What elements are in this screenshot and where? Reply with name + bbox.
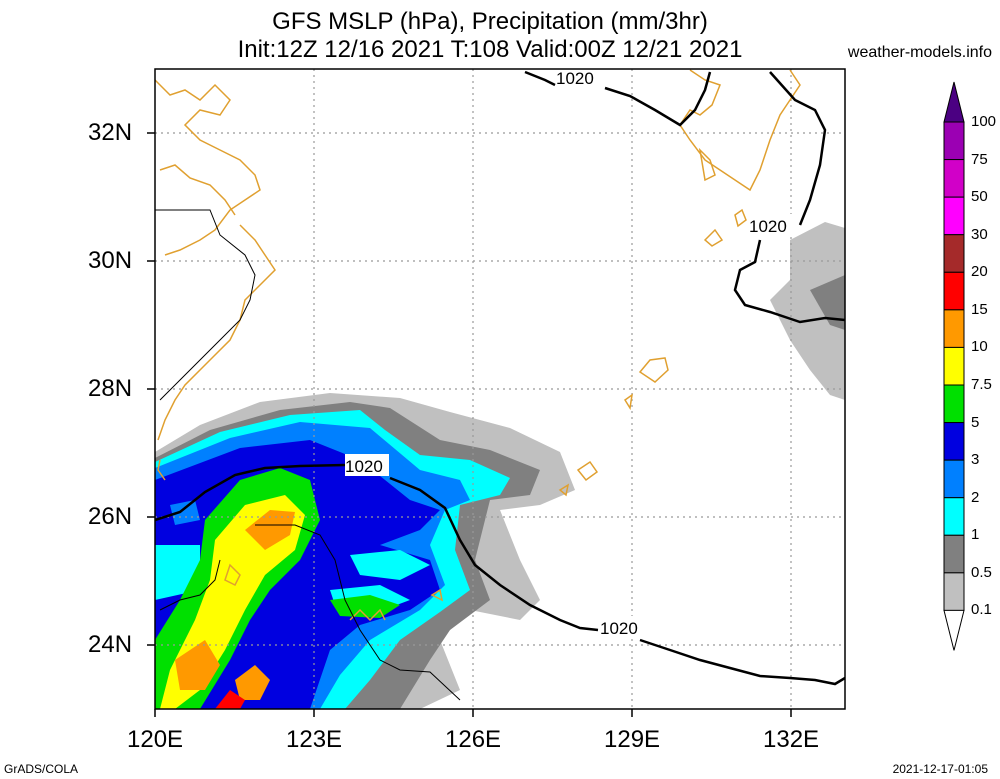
precip-10	[235, 665, 270, 700]
isobar-1020	[524, 70, 556, 87]
legend-swatch	[943, 81, 965, 123]
precip-0p1	[770, 222, 845, 400]
isobar-1020	[389, 476, 599, 632]
isobar-1020	[769, 71, 827, 226]
legend-swatch	[943, 572, 965, 611]
axis-ticks	[147, 132, 792, 717]
isobar-1020	[155, 463, 346, 522]
legend-swatch	[943, 384, 965, 424]
precip-legend-bar	[943, 81, 965, 651]
lon-label: 126E	[445, 726, 502, 753]
legend-label: 7.5	[971, 376, 992, 393]
lon-label: 123E	[286, 726, 343, 753]
precip-1	[350, 550, 430, 580]
legend-swatch	[943, 609, 965, 651]
coastlines	[155, 69, 801, 622]
legend-label: 15	[971, 300, 988, 318]
isobar-label: 1020	[556, 69, 594, 88]
legend-swatch	[943, 159, 965, 198]
legend-swatch	[943, 497, 965, 536]
legend-swatch	[943, 234, 965, 273]
precip-2	[170, 500, 200, 525]
precip-10	[245, 510, 295, 550]
isobar-labels: 1020 1020 1020 1020	[345, 68, 793, 638]
legend-label: 5	[971, 413, 980, 431]
borders	[155, 209, 461, 701]
lon-label: 132E	[763, 726, 820, 753]
legend-label: 100	[971, 113, 997, 130]
footer-timestamp: 2021-12-17-01:05	[892, 762, 988, 776]
precip-15	[215, 690, 245, 709]
precip-5	[330, 595, 400, 618]
map-subtitle: Init:12Z 12/16 2021 T:108 Valid:00Z 12/2…	[237, 36, 743, 63]
legend-swatch	[943, 346, 965, 386]
isobar-1020	[733, 239, 845, 324]
lat-label: 30N	[88, 247, 133, 274]
lat-label: 24N	[88, 631, 133, 658]
isobar-label: 1020	[600, 619, 638, 638]
legend-swatch	[943, 121, 965, 161]
isobar-1020	[604, 71, 712, 127]
legend-swatch	[943, 422, 965, 461]
isobars	[155, 70, 845, 686]
lon-label: 120E	[127, 726, 184, 753]
isobar-1020	[639, 638, 845, 686]
legend-label: 75	[971, 150, 988, 168]
precip-field	[155, 222, 845, 709]
legend-label: 50	[971, 188, 988, 206]
isobar-label: 1020	[345, 457, 383, 476]
legend-label: 0.5	[971, 563, 992, 581]
legend-swatch	[943, 534, 965, 574]
lat-label: 26N	[88, 503, 133, 530]
legend-label: 1	[971, 526, 980, 544]
legend-swatch	[943, 196, 965, 236]
footer-software: GrADS/COLA	[4, 762, 79, 776]
legend-swatch	[943, 309, 965, 348]
legend-swatch	[943, 271, 965, 311]
map-title: GFS MSLP (hPa), Precipitation (mm/3hr)	[272, 8, 708, 35]
legend-label: 3	[971, 451, 980, 469]
legend-label: 20	[971, 263, 988, 281]
legend-swatch	[943, 459, 965, 499]
lon-label: 129E	[604, 726, 661, 753]
lat-label: 28N	[88, 375, 133, 402]
legend-label: 2	[971, 488, 980, 506]
legend-label: 10	[971, 338, 988, 356]
isobar-label: 1020	[749, 217, 787, 236]
legend-label: 30	[971, 225, 988, 243]
precip-0p5	[810, 275, 845, 330]
legend-label: 0.1	[971, 601, 992, 619]
source-label: weather-models.info	[847, 44, 992, 61]
precip-10	[175, 640, 220, 690]
lat-label: 32N	[88, 119, 133, 146]
graticule	[155, 69, 845, 709]
